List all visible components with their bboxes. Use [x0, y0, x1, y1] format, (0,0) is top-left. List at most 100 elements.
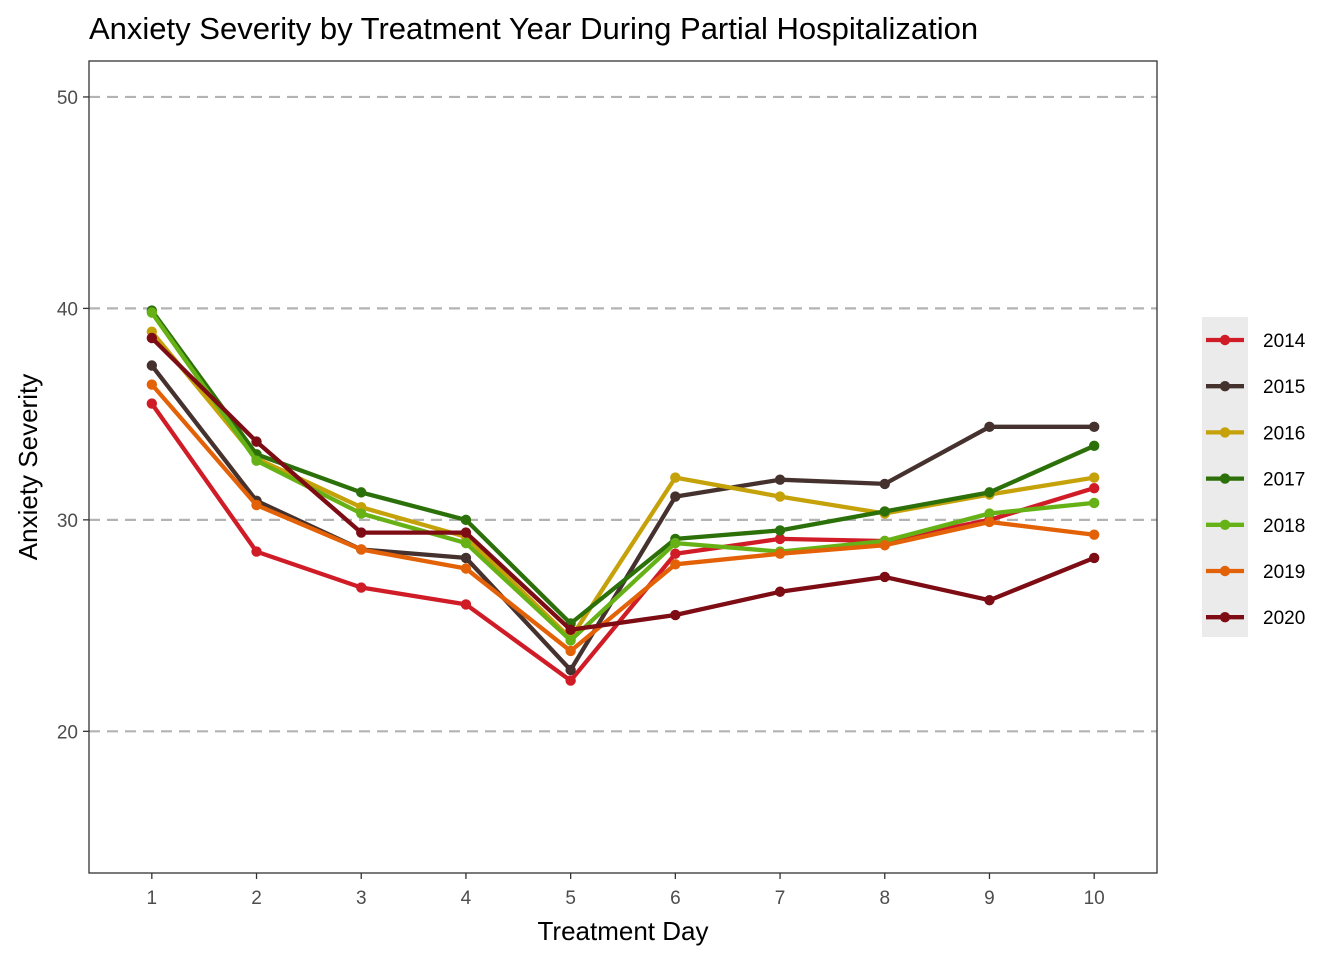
x-tick-label: 4 [461, 888, 472, 909]
data-point [146, 307, 158, 318]
legend-key-point [1219, 381, 1231, 392]
data-point [251, 436, 262, 447]
data-point [356, 508, 367, 519]
series-2017 [146, 305, 1100, 629]
data-point [356, 582, 367, 593]
data-point [1088, 529, 1100, 540]
data-point [774, 533, 786, 545]
data-point [879, 571, 890, 583]
data-point [251, 546, 262, 557]
data-point [146, 332, 158, 344]
data-point [565, 645, 576, 657]
data-point [565, 675, 576, 686]
legend-item-2014: 2014 [1206, 331, 1306, 352]
y-tick-label: 20 [57, 722, 78, 743]
legend-key-point [1219, 427, 1231, 438]
legend-label: 2014 [1263, 331, 1306, 352]
legend-key-point [1219, 519, 1231, 530]
data-point [879, 506, 890, 517]
series-layer [146, 305, 1100, 686]
data-point [565, 635, 576, 646]
legend-key-point [1219, 565, 1231, 577]
series-2020 [146, 332, 1100, 636]
data-point [356, 527, 367, 538]
data-point [984, 421, 995, 433]
x-tick-label: 2 [251, 888, 262, 909]
chart-title: Anxiety Severity by Treatment Year Durin… [89, 11, 978, 46]
legend-label: 2020 [1263, 608, 1305, 629]
data-point [984, 595, 995, 606]
y-axis: 20 30 40 50 [57, 88, 89, 743]
data-point [146, 379, 158, 390]
data-point [670, 559, 681, 570]
x-tick-label: 10 [1084, 888, 1105, 909]
data-point [670, 472, 681, 483]
gridlines [89, 95, 1157, 733]
x-tick-label: 6 [670, 888, 681, 909]
data-point [774, 491, 786, 502]
y-axis-title: Anxiety Severity [13, 374, 43, 560]
legend-item-2019: 2019 [1206, 562, 1305, 583]
series-2019 [146, 379, 1100, 657]
data-point [356, 487, 367, 498]
data-point [460, 563, 472, 574]
y-tick-label: 50 [57, 88, 78, 109]
y-tick-label: 30 [57, 511, 78, 532]
x-tick-label: 1 [147, 888, 158, 909]
x-tick-label: 8 [879, 888, 890, 909]
data-point [460, 527, 472, 538]
legend-key-point [1219, 334, 1231, 346]
legend-label: 2017 [1263, 470, 1305, 491]
data-point [670, 537, 681, 549]
data-point [146, 360, 158, 371]
x-tick-label: 5 [565, 888, 576, 909]
series-line [150, 336, 1096, 632]
legend-label: 2018 [1263, 516, 1305, 537]
data-point [1088, 440, 1100, 452]
legend-key-point [1219, 473, 1231, 484]
x-tick-label: 3 [356, 888, 367, 909]
data-point [356, 544, 367, 555]
data-point [1088, 472, 1100, 483]
data-point [1088, 497, 1100, 509]
legend-label: 2019 [1263, 562, 1305, 583]
legend-item-2020: 2020 [1206, 608, 1305, 629]
x-axis: 1 2 3 4 5 6 7 8 9 10 [147, 873, 1105, 909]
data-point [251, 455, 262, 466]
data-point [460, 514, 472, 526]
data-point [984, 516, 995, 528]
data-point [879, 478, 890, 490]
legend-label: 2015 [1263, 377, 1305, 398]
series-line [150, 402, 1095, 683]
data-point [460, 552, 472, 564]
data-point [146, 398, 158, 409]
data-point [1088, 482, 1100, 494]
x-tick-label: 7 [775, 888, 786, 909]
series-line [150, 309, 1096, 626]
data-point [1088, 421, 1100, 433]
x-tick-label: 9 [984, 888, 995, 909]
legend: 2014 2015 2016 2017 2018 2019 2020 [1202, 317, 1306, 637]
legend-key-point [1219, 612, 1231, 623]
data-point [670, 491, 681, 502]
data-point [774, 474, 786, 485]
legend-label: 2016 [1263, 423, 1305, 444]
data-point [460, 537, 472, 549]
series-2016 [146, 326, 1100, 644]
data-point [565, 664, 576, 676]
data-point [670, 609, 681, 621]
legend-item-2018: 2018 [1206, 516, 1305, 537]
plot-panel [88, 60, 1158, 874]
legend-item-2016: 2016 [1206, 423, 1305, 444]
data-point [565, 624, 576, 636]
data-point [984, 508, 995, 519]
data-point [460, 599, 472, 610]
series-2014 [146, 398, 1100, 686]
series-line [150, 383, 1095, 654]
data-point [984, 487, 995, 498]
data-point [670, 548, 681, 559]
data-point [879, 540, 890, 551]
legend-item-2015: 2015 [1206, 377, 1305, 398]
data-point [774, 548, 786, 559]
